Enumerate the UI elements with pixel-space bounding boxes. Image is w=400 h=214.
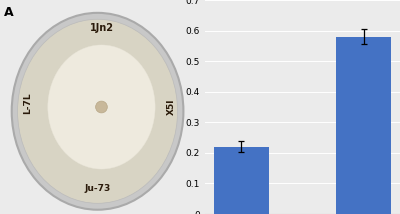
Bar — [336, 37, 391, 214]
Ellipse shape — [12, 13, 184, 210]
Ellipse shape — [48, 45, 155, 169]
Text: L-7L: L-7L — [23, 92, 32, 114]
Text: 1Jn2: 1Jn2 — [90, 23, 114, 33]
Text: B: B — [170, 0, 179, 2]
Text: Ju-73: Ju-73 — [84, 184, 111, 193]
Text: A: A — [4, 6, 14, 19]
Ellipse shape — [96, 101, 107, 113]
Bar — [214, 147, 269, 214]
Text: X5l: X5l — [167, 99, 176, 115]
Ellipse shape — [18, 19, 178, 203]
